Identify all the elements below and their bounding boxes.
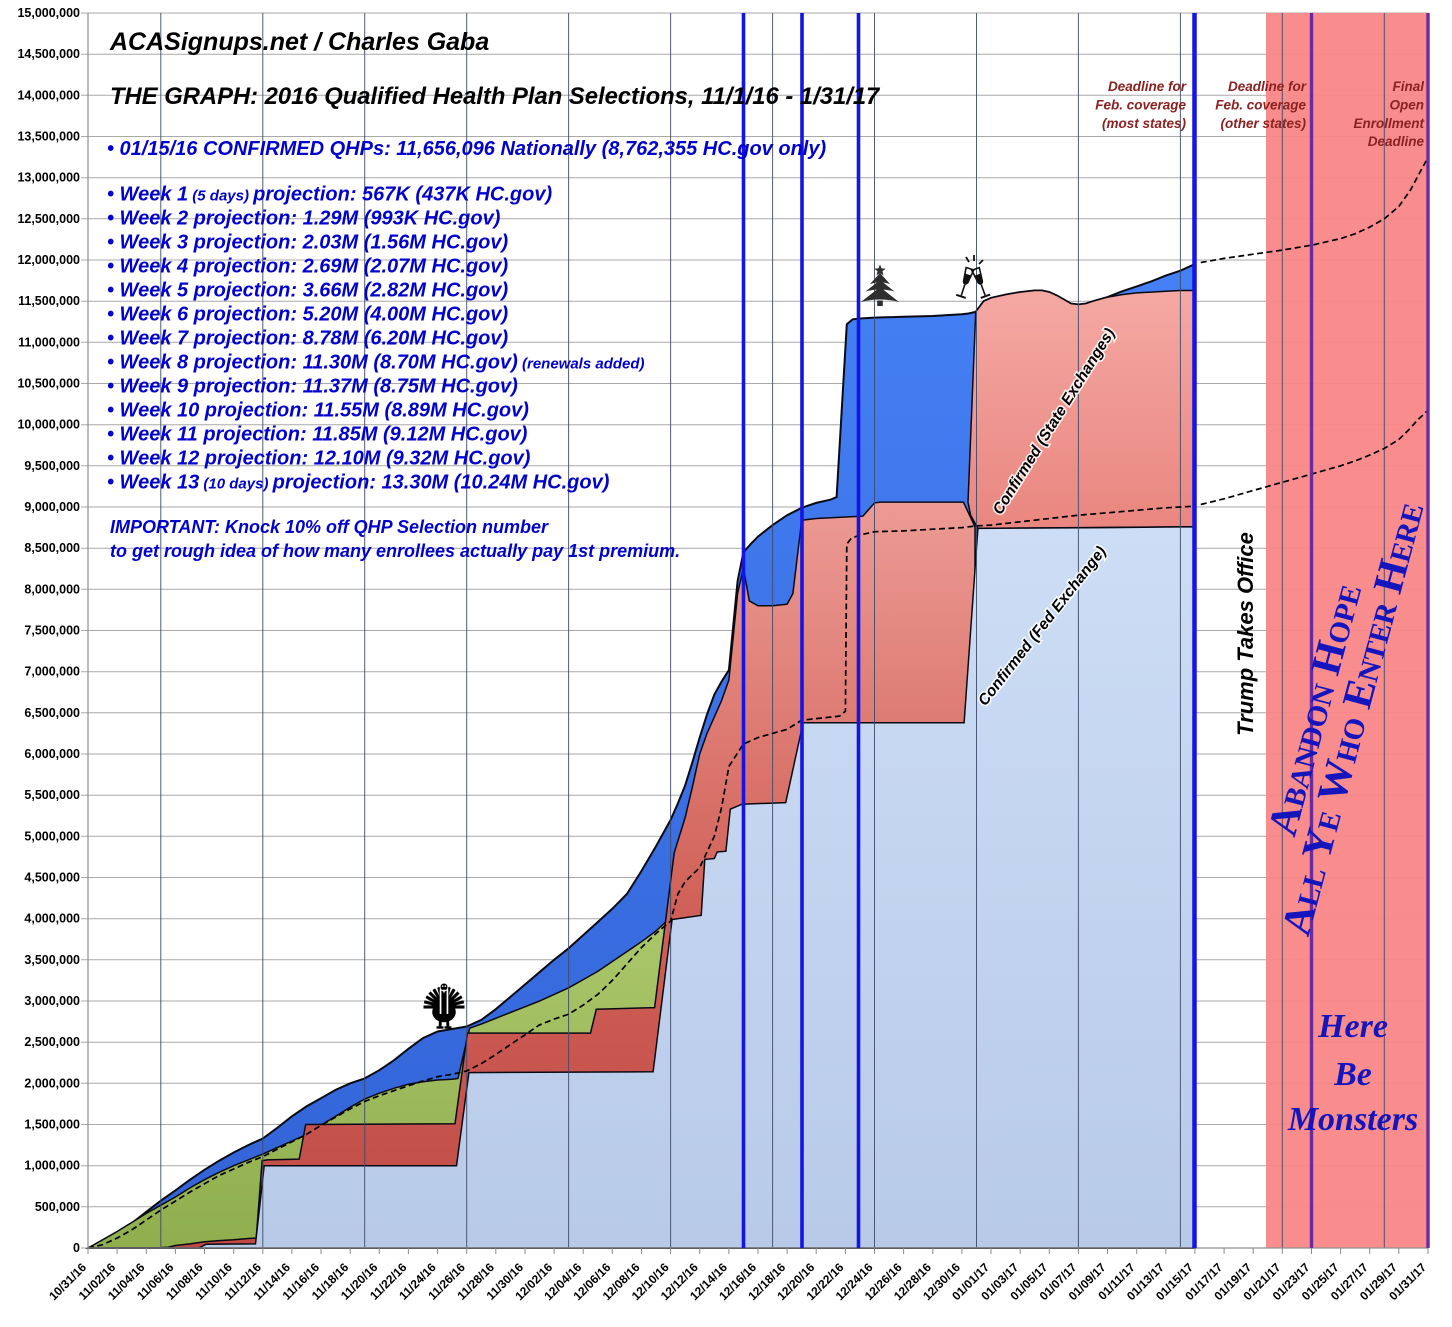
svg-text:Be: Be xyxy=(1333,1056,1372,1093)
svg-text:13,500,000: 13,500,000 xyxy=(17,130,80,144)
svg-text:15,000,000: 15,000,000 xyxy=(17,6,80,20)
svg-text:8,500,000: 8,500,000 xyxy=(24,541,80,555)
svg-text:Enrollment: Enrollment xyxy=(1353,116,1424,131)
svg-text:Final: Final xyxy=(1392,79,1424,94)
svg-text:Feb. coverage: Feb. coverage xyxy=(1215,97,1306,112)
svg-text:Here: Here xyxy=(1317,1008,1388,1045)
svg-text:to get rough idea of how many: to get rough idea of how many enrollees … xyxy=(110,541,680,561)
svg-text:• Week 5 projection: 3.66M (2.: • Week 5 projection: 3.66M (2.82M HC.gov… xyxy=(107,280,509,302)
svg-text:• Week 13 (10 days) projection: • Week 13 (10 days) projection: 13.30M (… xyxy=(107,472,610,494)
svg-text:1,500,000: 1,500,000 xyxy=(24,1118,80,1132)
svg-text:• Week 7 projection: 8.78M (6.: • Week 7 projection: 8.78M (6.20M HC.gov… xyxy=(107,328,509,350)
svg-text:Deadline for: Deadline for xyxy=(1228,79,1307,94)
svg-text:IMPORTANT: Knock 10% off QHP S: IMPORTANT: Knock 10% off QHP Selection n… xyxy=(110,517,549,537)
svg-text:4,000,000: 4,000,000 xyxy=(24,912,80,926)
svg-text:2,000,000: 2,000,000 xyxy=(24,1076,80,1090)
svg-text:10,000,000: 10,000,000 xyxy=(17,418,80,432)
svg-text:9,500,000: 9,500,000 xyxy=(24,459,80,473)
svg-text:7,500,000: 7,500,000 xyxy=(24,624,80,638)
svg-text:4,500,000: 4,500,000 xyxy=(24,871,80,885)
svg-text:• Week 3 projection: 2.03M (1.: • Week 3 projection: 2.03M (1.56M HC.gov… xyxy=(107,232,509,254)
svg-text:12,500,000: 12,500,000 xyxy=(17,212,80,226)
svg-text:• Week 12 projection: 12.10M (: • Week 12 projection: 12.10M (9.32M HC.g… xyxy=(107,448,531,470)
svg-text:1,000,000: 1,000,000 xyxy=(24,1159,80,1173)
svg-text:• Week 11 projection: 11.85M (: • Week 11 projection: 11.85M (9.12M HC.g… xyxy=(107,424,528,446)
svg-text:2,500,000: 2,500,000 xyxy=(24,1035,80,1049)
svg-text:6,000,000: 6,000,000 xyxy=(24,747,80,761)
svg-text:7,000,000: 7,000,000 xyxy=(24,665,80,679)
svg-text:500,000: 500,000 xyxy=(35,1200,80,1214)
svg-text:Deadline for: Deadline for xyxy=(1108,79,1187,94)
svg-text:• Week 1 (5 days) projection:: • Week 1 (5 days) projection: 567K (437K… xyxy=(107,184,552,206)
svg-text:8,000,000: 8,000,000 xyxy=(24,582,80,596)
svg-text:9,000,000: 9,000,000 xyxy=(24,500,80,514)
svg-text:5,500,000: 5,500,000 xyxy=(24,788,80,802)
svg-text:11,000,000: 11,000,000 xyxy=(18,335,80,349)
svg-text:Trump Takes Office: Trump Takes Office xyxy=(1233,532,1258,736)
svg-text:6,500,000: 6,500,000 xyxy=(24,706,80,720)
svg-text:11,500,000: 11,500,000 xyxy=(18,294,80,308)
svg-text:Open: Open xyxy=(1389,97,1424,112)
svg-text:• Week 2 projection: 1.29M (99: • Week 2 projection: 1.29M (993K HC.gov) xyxy=(107,208,501,230)
svg-text:12,000,000: 12,000,000 xyxy=(17,253,80,267)
svg-text:• Week 4 projection: 2.69M (2.: • Week 4 projection: 2.69M (2.07M HC.gov… xyxy=(107,256,509,278)
svg-text:(most states): (most states) xyxy=(1102,116,1187,131)
svg-text:THE GRAPH: 2016 Qualified Heal: THE GRAPH: 2016 Qualified Health Plan Se… xyxy=(110,83,881,110)
svg-text:5,000,000: 5,000,000 xyxy=(24,829,80,843)
svg-text:• Week 8 projection: 11.30M (8: • Week 8 projection: 11.30M (8.70M HC.go… xyxy=(107,352,645,374)
svg-text:13,000,000: 13,000,000 xyxy=(17,171,80,185)
svg-text:Monsters: Monsters xyxy=(1287,1101,1418,1138)
svg-text:14,000,000: 14,000,000 xyxy=(17,88,80,102)
svg-text:(other states): (other states) xyxy=(1220,116,1306,131)
svg-text:• Week 10 projection: 11.55M (: • Week 10 projection: 11.55M (8.89M HC.g… xyxy=(107,400,529,422)
svg-text:• Week 6 projection: 5.20M (4.: • Week 6 projection: 5.20M (4.00M HC.gov… xyxy=(107,304,509,326)
svg-text:• 01/15/16 CONFIRMED QHPs: 11,: • 01/15/16 CONFIRMED QHPs: 11,656,096 Na… xyxy=(107,138,826,160)
svg-text:• Week 9 projection: 11.37M (8: • Week 9 projection: 11.37M (8.75M HC.go… xyxy=(107,376,518,398)
svg-text:3,000,000: 3,000,000 xyxy=(24,994,80,1008)
svg-text:Deadline: Deadline xyxy=(1368,134,1425,149)
svg-text:10,500,000: 10,500,000 xyxy=(17,377,80,391)
svg-text:3,500,000: 3,500,000 xyxy=(24,953,80,967)
svg-text:0: 0 xyxy=(73,1241,80,1255)
svg-text:14,500,000: 14,500,000 xyxy=(17,47,80,61)
svg-text:ACASignups.net / Charles Gaba: ACASignups.net / Charles Gaba xyxy=(109,28,489,56)
svg-text:Feb. coverage: Feb. coverage xyxy=(1095,97,1186,112)
